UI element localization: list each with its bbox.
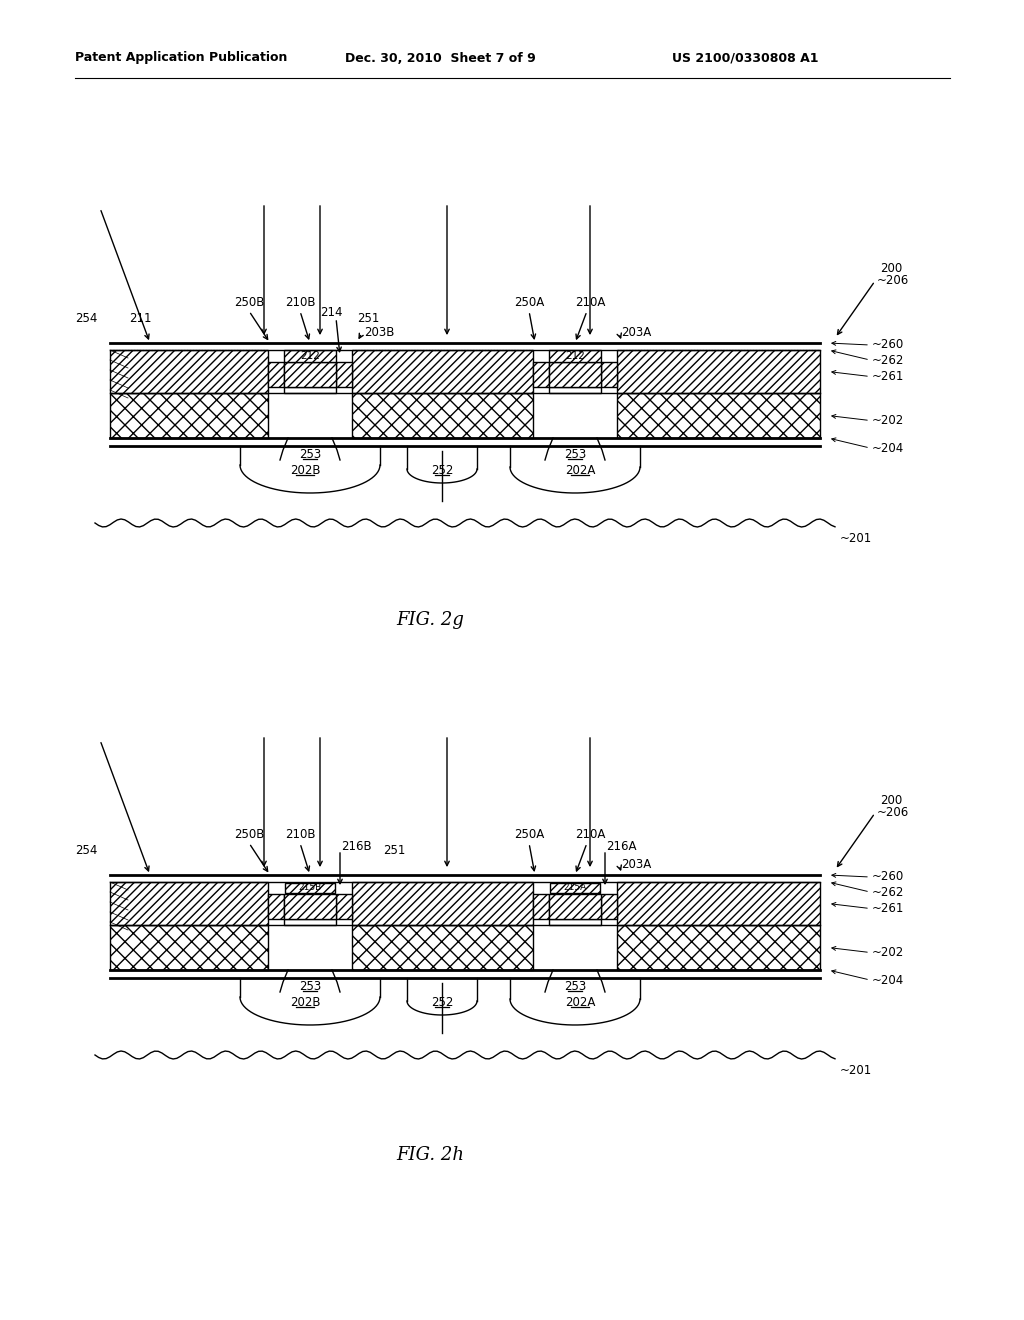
Text: 202A: 202A — [565, 995, 595, 1008]
Text: ~206: ~206 — [877, 275, 909, 288]
Bar — [268, 894, 284, 919]
Text: 253: 253 — [564, 447, 586, 461]
Text: 251: 251 — [383, 843, 406, 857]
Text: 216B: 216B — [341, 841, 372, 854]
Text: 252: 252 — [431, 463, 454, 477]
Text: 203B: 203B — [364, 326, 394, 339]
Text: 212: 212 — [300, 351, 319, 360]
Text: Dec. 30, 2010  Sheet 7 of 9: Dec. 30, 2010 Sheet 7 of 9 — [345, 51, 536, 65]
Text: 202A: 202A — [565, 463, 595, 477]
Bar — [549, 919, 601, 925]
Text: ~260: ~260 — [872, 870, 904, 883]
Bar — [549, 350, 601, 362]
Text: 200: 200 — [880, 261, 902, 275]
Bar — [550, 883, 600, 894]
Text: 253: 253 — [564, 979, 586, 993]
Text: 215B: 215B — [298, 883, 322, 892]
Text: 200: 200 — [880, 793, 902, 807]
Text: 214: 214 — [319, 306, 342, 319]
Text: 253: 253 — [299, 447, 322, 461]
Text: ~201: ~201 — [840, 532, 872, 544]
Text: 210A: 210A — [574, 829, 605, 842]
Text: 202B: 202B — [290, 463, 321, 477]
Bar — [284, 387, 336, 393]
Text: 253: 253 — [299, 979, 322, 993]
Bar — [336, 894, 352, 919]
Text: 210A: 210A — [574, 297, 605, 309]
Text: FIG. 2h: FIG. 2h — [396, 1146, 464, 1164]
Bar — [352, 882, 534, 925]
Bar — [284, 894, 336, 919]
Bar — [617, 393, 820, 438]
Text: ~262: ~262 — [872, 886, 904, 899]
Bar — [352, 925, 534, 970]
Text: 250B: 250B — [233, 829, 264, 842]
Text: ~202: ~202 — [872, 946, 904, 960]
Text: Patent Application Publication: Patent Application Publication — [75, 51, 288, 65]
Bar — [617, 350, 820, 393]
Bar — [110, 925, 268, 970]
Bar — [352, 350, 534, 393]
Text: 212: 212 — [565, 351, 585, 360]
Text: ~204: ~204 — [872, 974, 904, 986]
Text: 203A: 203A — [621, 858, 651, 871]
Text: ~261: ~261 — [872, 370, 904, 383]
Bar — [110, 393, 268, 438]
Text: 211: 211 — [129, 312, 152, 325]
Text: 215A: 215A — [563, 883, 587, 892]
Text: 202B: 202B — [290, 995, 321, 1008]
Bar — [549, 387, 601, 393]
Text: 254: 254 — [76, 312, 98, 325]
Text: US 2100/0330808 A1: US 2100/0330808 A1 — [672, 51, 818, 65]
Text: 210B: 210B — [285, 829, 315, 842]
Bar — [336, 362, 352, 387]
Bar — [534, 362, 549, 387]
Text: 254: 254 — [76, 843, 98, 857]
Text: ~202: ~202 — [872, 414, 904, 426]
Text: 210B: 210B — [285, 297, 315, 309]
Bar — [110, 882, 268, 925]
Text: 203A: 203A — [621, 326, 651, 339]
Text: 252: 252 — [431, 995, 454, 1008]
Bar — [617, 925, 820, 970]
Bar — [617, 882, 820, 925]
Bar — [285, 883, 335, 894]
Bar — [601, 894, 617, 919]
Bar — [601, 362, 617, 387]
Text: 250A: 250A — [514, 829, 544, 842]
Bar — [534, 894, 549, 919]
Text: ~206: ~206 — [877, 807, 909, 820]
Bar — [284, 919, 336, 925]
Text: 216A: 216A — [606, 841, 637, 854]
Text: 251: 251 — [356, 312, 379, 325]
Text: FIG. 2g: FIG. 2g — [396, 611, 464, 630]
Text: ~261: ~261 — [872, 902, 904, 915]
Bar — [268, 362, 284, 387]
Bar — [284, 350, 336, 362]
Text: ~262: ~262 — [872, 354, 904, 367]
Text: ~201: ~201 — [840, 1064, 872, 1077]
Bar — [549, 362, 601, 387]
Bar — [284, 362, 336, 387]
Bar — [549, 894, 601, 919]
Text: 250A: 250A — [514, 297, 544, 309]
Text: ~204: ~204 — [872, 441, 904, 454]
Text: 250B: 250B — [233, 297, 264, 309]
Bar — [110, 350, 268, 393]
Text: ~260: ~260 — [872, 338, 904, 351]
Bar — [352, 393, 534, 438]
